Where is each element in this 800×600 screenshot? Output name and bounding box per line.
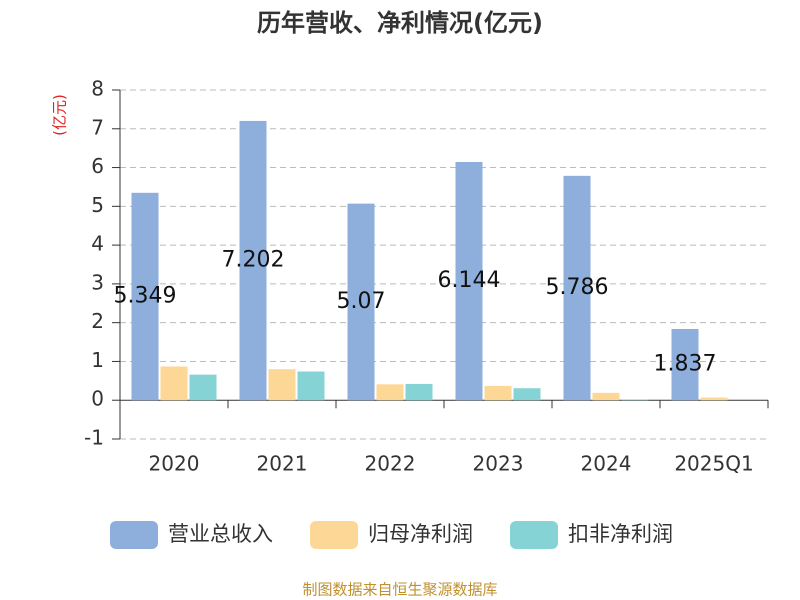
legend-label: 营业总收入 — [168, 522, 273, 546]
y-tick-label: 6 — [91, 154, 104, 178]
bar — [484, 385, 512, 401]
y-tick-label: 2 — [91, 309, 104, 333]
y-axis-label: (亿元) — [51, 94, 69, 136]
x-tick-label: 2022 — [365, 452, 416, 476]
value-label: 1.837 — [654, 352, 717, 377]
x-tick-label: 2024 — [581, 452, 632, 476]
legend-swatch — [310, 521, 358, 549]
value-label: 5.786 — [546, 275, 609, 300]
bar — [376, 384, 404, 401]
legend-swatch — [510, 521, 558, 549]
y-tick-label: 0 — [91, 387, 104, 411]
value-label: 5.07 — [337, 289, 386, 314]
bar — [621, 399, 649, 401]
legend-label: 归母净利润 — [368, 522, 473, 546]
y-tick-label: 1 — [91, 348, 104, 372]
bar — [239, 120, 267, 401]
bar — [455, 161, 483, 401]
legend-label: 扣非净利润 — [568, 522, 673, 546]
bar — [513, 388, 541, 401]
x-tick-label: 2021 — [257, 452, 308, 476]
bar — [268, 369, 296, 401]
bar — [671, 328, 699, 401]
y-tick-label: 8 — [91, 77, 104, 101]
x-tick-label: 2020 — [149, 452, 200, 476]
bar — [160, 366, 188, 401]
bar — [700, 397, 728, 401]
x-tick-label: 2025Q1 — [674, 452, 753, 476]
y-tick-label: 5 — [91, 193, 104, 217]
value-label: 7.202 — [222, 248, 285, 273]
value-label: 6.144 — [438, 268, 501, 293]
legend-swatch — [110, 521, 158, 549]
bar — [592, 392, 620, 401]
value-label: 5.349 — [114, 284, 177, 309]
y-tick-label: 4 — [91, 232, 104, 256]
bar — [131, 192, 159, 401]
bar — [563, 175, 591, 401]
bar — [405, 383, 433, 401]
bar — [297, 371, 325, 401]
bar — [347, 203, 375, 401]
chart-title: 历年营收、净利情况(亿元) — [257, 9, 543, 37]
bar — [189, 374, 217, 401]
y-tick-label: 3 — [91, 270, 104, 294]
source-note: 制图数据来自恒生聚源数据库 — [302, 581, 497, 599]
x-tick-label: 2023 — [473, 452, 524, 476]
y-tick-label: -1 — [84, 426, 104, 450]
y-tick-label: 7 — [91, 115, 104, 139]
